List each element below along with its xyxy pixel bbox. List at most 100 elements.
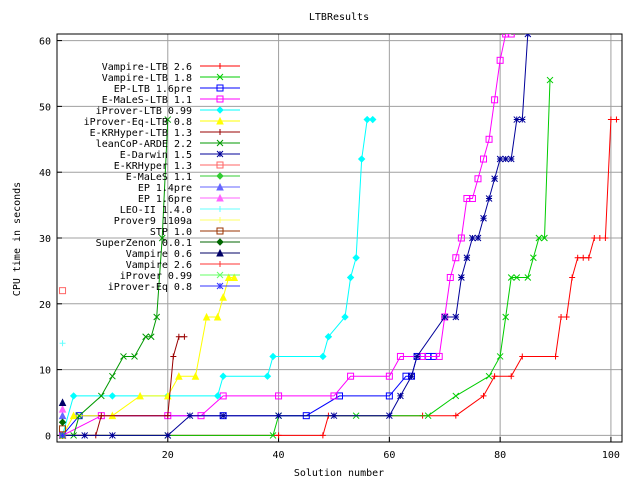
legend-item: E-KRHyper-LTB 1.3 [90,128,240,139]
data-point [191,372,200,380]
data-point [435,352,443,360]
data-point [213,392,222,400]
legend-marker [216,106,224,114]
legend-item: iProver-LTB 0.99 [96,106,240,117]
data-point [569,274,576,281]
legend-label: E-KRHyper-LTB 1.3 [90,128,192,139]
data-point [485,372,493,380]
data-point [275,412,282,420]
legend-item: Vampire 2.6 [126,260,240,271]
data-point [369,115,377,124]
data-point [613,116,620,123]
data-point [108,392,117,400]
data-point [158,234,166,242]
data-point [452,412,459,419]
data-point [591,235,598,241]
legend-item: EP 1.6pre [138,193,240,205]
legend-label: E-MaLeS 1.1 [126,172,192,183]
y-axis-label: CPU time in seconds [12,182,23,296]
data-point [580,254,587,261]
data-point [541,234,548,242]
legend-marker [216,227,224,235]
data-point [275,392,283,400]
data-point [396,352,404,360]
series-17 [58,398,67,407]
data-point [480,155,488,163]
data-point [397,392,404,400]
legend-item: E-MaLeS-LTB 1.1 [102,95,240,106]
data-point [530,254,537,262]
data-point [507,274,515,281]
data-point [59,432,66,439]
data-point [153,313,161,321]
data-point [452,392,460,400]
data-point [324,333,333,341]
data-point [574,254,581,261]
legend-item: SuperZenon 0.0.1 [96,238,240,249]
data-point [457,234,465,242]
legend-item: E-MaLeS 1.1 [126,172,240,183]
series-11 [58,411,67,420]
series-16 [58,418,67,426]
data-point [480,392,487,399]
data-point [131,353,138,360]
data-point [385,372,393,380]
data-point [175,333,182,340]
series-5 [58,273,239,439]
data-point [352,254,360,262]
legend-item: Vampire 0.6 [126,248,240,260]
data-point [219,372,227,380]
legend-label: Vampire-LTB 1.8 [102,73,192,84]
legend-marker [216,182,224,191]
data-point [58,398,67,407]
data-point [363,115,371,124]
data-point [469,234,476,242]
legend-marker [216,139,224,147]
data-point [58,418,67,426]
data-point [69,392,78,400]
data-point [508,373,515,380]
data-point [164,412,171,419]
y-tick-label: 20 [39,300,51,311]
legend-label: iProver 0.99 [120,271,192,282]
data-point [502,313,510,321]
data-point [346,273,355,282]
data-point [319,352,327,361]
data-point [142,333,149,341]
legend-item: iProver 0.99 [120,271,240,282]
series-13 [59,340,66,347]
data-point [602,235,609,241]
data-point [59,340,66,347]
series-9 [59,287,67,295]
data-point [518,116,526,123]
legend-label: EP-LTB 1.6pre [114,84,192,95]
legend-marker [216,150,224,158]
y-tick-label: 0 [45,431,51,442]
legend-marker [216,73,224,81]
x-axis-label: Solution number [294,468,384,479]
data-point [502,34,510,38]
legend-item: Vampire-LTB 2.6 [102,62,240,73]
data-point [524,34,532,38]
legend-item: Prover9 1109a [114,216,240,227]
series-12 [58,404,67,413]
series-line [62,336,185,436]
y-tick-label: 50 [39,102,51,113]
data-point [175,372,183,380]
data-point [519,353,526,360]
data-point [485,195,493,202]
legend-label: Prover9 1109a [114,216,192,227]
legend-item: E-KRHyper 1.3 [114,161,240,172]
data-point [202,312,211,321]
data-point [458,274,465,281]
data-point [563,313,570,320]
legend-label: iProver-Eq 0.8 [108,282,192,293]
legend-item: EP 1.4pre [138,182,240,194]
series-line [62,277,235,436]
data-point [485,135,493,143]
y-tick-label: 60 [39,37,51,48]
data-point [341,313,349,321]
legend-label: Vampire 2.6 [126,260,192,271]
data-point [452,313,460,321]
